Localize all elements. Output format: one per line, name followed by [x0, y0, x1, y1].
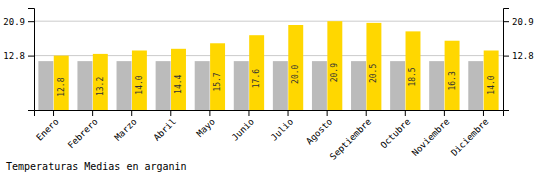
- data-labels: 12.8 13.2 14.0 14.4 15.7 17.6 20.0 20.9 20.5 18.5…: [57, 63, 496, 97]
- bar: [445, 41, 460, 110]
- x-axis: EneroFebrero Marzo Abril Mayo Junio Julio Agos…: [34, 110, 503, 162]
- bar: [156, 61, 171, 110]
- tick-mark: [327, 110, 328, 116]
- data-label: 12.8: [57, 77, 66, 96]
- tick-label: Abril: [152, 116, 178, 142]
- bar: [468, 61, 483, 110]
- data-label: 15.7: [213, 72, 222, 91]
- bars: [38, 21, 498, 110]
- tick-label: Julio: [269, 116, 295, 142]
- bar: [406, 31, 421, 110]
- data-label: 20.0: [291, 64, 300, 83]
- tick-mark: [405, 110, 406, 116]
- axis-line: [35, 111, 504, 117]
- tick-mark: [503, 21, 509, 22]
- data-label: 20.9: [330, 63, 339, 82]
- bar: [93, 54, 108, 110]
- tick-mark: [170, 110, 171, 116]
- bar: [249, 35, 264, 110]
- data-label: 14.0: [135, 75, 144, 94]
- tick-label: Noviembre: [410, 116, 452, 158]
- tick: Agosto: [304, 110, 334, 146]
- tick-label: Junio: [230, 116, 256, 142]
- bar: [38, 61, 53, 110]
- bar: [327, 21, 342, 110]
- tick-label: Diciembre: [449, 116, 491, 158]
- tick-mark: [288, 110, 289, 116]
- tick: Mayo: [195, 110, 217, 139]
- tick-label: Octubre: [379, 116, 413, 150]
- tick: Junio: [230, 110, 256, 143]
- tick: Noviembre: [410, 110, 452, 158]
- tick-mark: [28, 56, 34, 57]
- tick-label: Febrero: [66, 116, 100, 150]
- tick: 12.8: [3, 51, 34, 61]
- plot: 12.8 13.2 14.0 14.4 15.7 17.6 20.0 20.9 20.5 18.5…: [3, 9, 533, 162]
- tick-label: Agosto: [304, 116, 334, 146]
- tick-mark: [131, 110, 132, 116]
- bar: [484, 51, 499, 111]
- bar: [366, 23, 381, 110]
- data-label: 13.2: [96, 77, 105, 96]
- tick-label: 12.8: [512, 51, 534, 61]
- tick: 20.9: [3, 17, 34, 27]
- tick: Febrero: [66, 110, 100, 150]
- tick-mark: [53, 110, 54, 116]
- tick: 20.9: [503, 17, 534, 27]
- tick-mark: [28, 21, 34, 22]
- bar: [429, 61, 444, 110]
- tick: Julio: [269, 110, 295, 143]
- bar: [234, 61, 249, 110]
- y2-axis: 12.8 20.9: [503, 9, 534, 111]
- axis-line: [504, 9, 510, 111]
- tick: Enero: [34, 110, 60, 143]
- tick: Diciembre: [449, 110, 491, 158]
- data-label: 17.6: [252, 69, 261, 88]
- bar: [273, 61, 288, 110]
- data-label: 14.4: [174, 74, 183, 93]
- y-axis: 12.8 20.9: [3, 9, 34, 111]
- data-label: 14.0: [487, 75, 496, 94]
- bar: [77, 61, 92, 110]
- bar: [312, 61, 327, 110]
- bar: [351, 61, 366, 110]
- data-label: 16.3: [448, 71, 457, 90]
- tick-mark: [92, 110, 93, 116]
- tick-mark: [483, 110, 484, 116]
- tick: 12.8: [503, 51, 534, 61]
- bar: [390, 61, 405, 110]
- tick-label: 20.9: [3, 17, 25, 27]
- tick-label: 12.8: [3, 51, 25, 61]
- bar: [54, 56, 69, 110]
- tick-mark: [366, 110, 367, 116]
- tick-label: Septiembre: [328, 116, 373, 161]
- tick-label: 20.9: [512, 17, 534, 27]
- grid-line: [34, 21, 503, 22]
- tick-mark: [444, 110, 445, 116]
- tick: Marzo: [113, 110, 139, 143]
- axis-line: [28, 9, 35, 111]
- tick: Octubre: [379, 110, 413, 150]
- bar: [195, 61, 210, 110]
- data-label: 18.5: [408, 67, 417, 86]
- bar: [288, 25, 303, 110]
- tick: Abril: [152, 110, 178, 143]
- chart: 12.8 13.2 14.0 14.4 15.7 17.6 20.0 20.9 20.5 18.5…: [0, 0, 537, 174]
- title: Temperaturas Medias en arganin: [6, 161, 187, 172]
- bar: [117, 61, 132, 110]
- tick-label: Marzo: [113, 116, 139, 142]
- grid: [34, 21, 503, 55]
- data-label: 20.5: [369, 64, 378, 83]
- tick-mark: [503, 56, 509, 57]
- bar: [171, 49, 186, 110]
- tick-mark: [248, 110, 249, 116]
- tick: Septiembre: [328, 110, 373, 162]
- tick-label: Mayo: [195, 116, 217, 138]
- tick-label: Enero: [34, 116, 60, 142]
- bar: [132, 51, 147, 111]
- tick-mark: [209, 110, 210, 116]
- bar: [210, 43, 225, 110]
